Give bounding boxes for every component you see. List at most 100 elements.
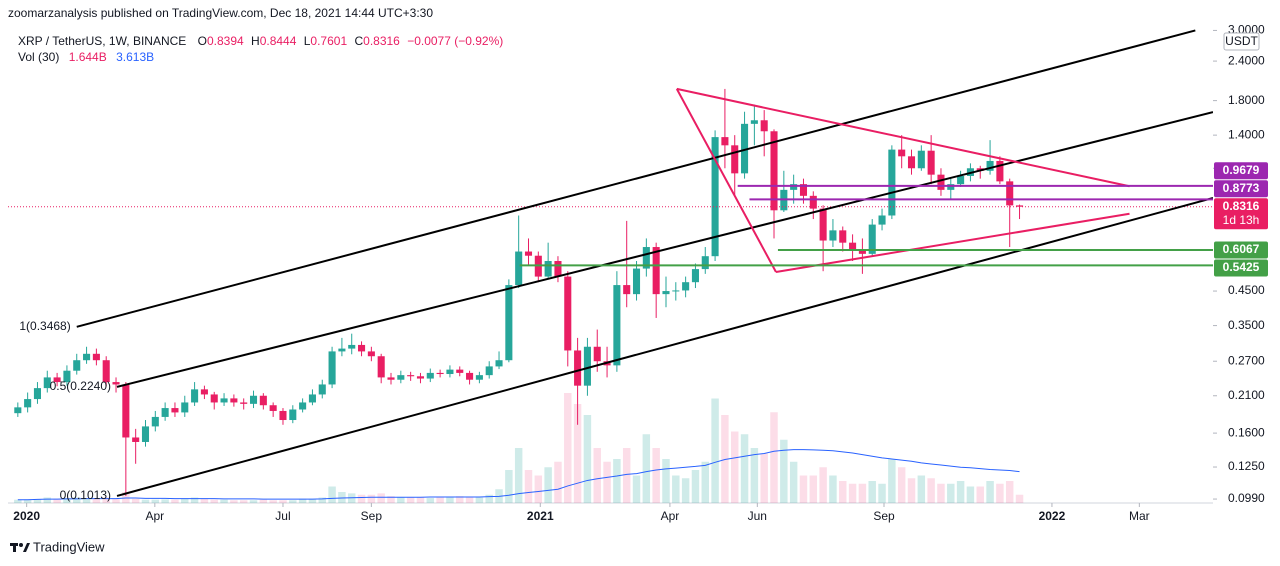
candle-body [112,382,120,385]
x-tick-label: Mar [1129,509,1150,523]
volume-bar [220,499,228,503]
candle-body [102,360,110,383]
volume-bar [200,498,209,503]
volume-bar [485,494,493,503]
volume-bar [318,497,326,503]
y-tick-label: 0.2700 [1228,353,1265,367]
candle-body [53,377,61,383]
footer-logo [10,543,30,552]
candle-body [161,408,169,417]
candle-body [485,366,493,376]
volume-bar [456,496,464,503]
volume-bar [298,498,307,503]
volume-bar [151,499,160,503]
candle-body [849,242,857,250]
candle-body [760,120,768,132]
volume-bar [789,461,798,503]
volume-bar [524,470,533,503]
candle-body [662,291,670,295]
volume-bar [131,498,140,503]
candle-body [996,160,1004,182]
candle-body [947,184,955,190]
candle-body [770,131,778,211]
candle-body [289,409,297,421]
x-tick-label: Jun [748,509,767,523]
volume-bar [642,434,651,503]
volume-bar [878,483,886,503]
candle-body [544,261,552,277]
candle-body [416,376,425,379]
candle-body [711,137,719,257]
fib-label: 0(0.1013) [60,488,111,502]
candle-body [907,156,916,169]
volume-bar [406,497,415,503]
footer-brand: TradingView [33,539,105,554]
volume-bar [92,498,101,503]
level-price-label: 0.6067 [1223,242,1260,256]
legend-c: C [354,34,363,48]
last-price-label: 0.8316 [1223,199,1260,213]
candle-body [475,375,483,380]
trendline [76,29,1196,328]
candle-body [691,269,699,283]
y-tick-label: 0.1250 [1228,459,1265,473]
candle-body [613,285,621,366]
volume-bar [897,467,906,503]
candle-body [191,389,199,403]
volume-bar [141,499,150,503]
volume-bar [622,448,631,503]
volume-bar [63,498,71,503]
volume-bar [377,493,385,503]
candle-body [858,249,866,254]
volume-bar [102,497,110,503]
volume-bar [888,459,896,503]
volume-bar [1005,481,1014,503]
volume-bar [190,497,199,503]
volume-ma-value: 3.613B [116,50,154,64]
volume-bar [171,499,179,503]
y-tick-label: 1.8000 [1228,93,1265,107]
candle-body [505,285,513,361]
level-price-box [1214,259,1268,277]
volume-legend: Vol (30) 1.644B 3.613B [18,50,154,64]
volume-bar [780,439,788,503]
volume-bar [289,500,297,503]
candle-body [367,351,375,357]
candle-layer [14,88,1024,496]
x-tick-label: 2020 [13,509,40,523]
legend-low: 0.7601 [310,34,347,48]
volume-bar [829,475,837,503]
volume-bar [937,483,945,503]
volume-bar [613,459,621,503]
candle-body [83,353,91,361]
candle-body [181,402,189,413]
volume-bar [43,497,52,503]
volume-bar [308,498,317,503]
y-tick-label: 1.4000 [1228,127,1265,141]
candle-body [73,360,81,371]
candle-body [43,377,51,389]
trendline [116,111,1213,388]
candle-body [328,351,336,385]
volume-bar [514,448,523,503]
candle-body [132,437,140,442]
volume-bar [809,475,818,503]
candle-body [721,137,729,146]
volume-bar [927,478,935,503]
candle-body [819,208,827,241]
volume-bar [14,499,22,503]
candle-body [466,372,474,380]
candle-body [279,410,287,421]
volume-bar [848,483,857,503]
candle-body [397,375,405,380]
volume-bar [799,475,808,503]
candle-body [917,150,925,169]
candle-body [554,261,562,277]
volume-bar [564,393,572,503]
fib-label: 0.5(0.2240) [50,379,111,393]
volume-value: 1.644B [69,50,107,64]
candle-body [63,370,71,383]
volume-bar [544,467,552,503]
level-price-label: 0.5425 [1223,260,1260,274]
